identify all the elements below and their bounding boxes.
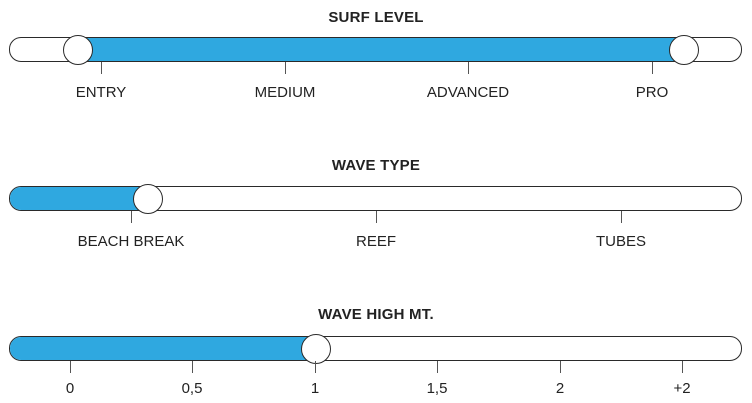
surf-level-tick [285, 62, 287, 74]
wave-high-tick [437, 361, 439, 373]
wave-type-fill [10, 187, 149, 210]
wave-high-tick [315, 361, 317, 373]
surf-level-tick [101, 62, 103, 74]
wave-high-label-0-5[interactable]: 0,5 [181, 380, 203, 397]
wave-high-label-0[interactable]: 0 [65, 380, 75, 397]
surf-level-label-medium[interactable]: MEDIUM [254, 84, 316, 101]
surf-level-max-handle[interactable] [669, 35, 699, 65]
wave-high-tick [560, 361, 562, 373]
surf-level-label-pro[interactable]: PRO [635, 84, 669, 101]
wave-type-label-reef[interactable]: REEF [355, 233, 396, 250]
wave-high-fill [10, 337, 317, 360]
wave-high-title: WAVE HIGH MT. [318, 306, 434, 323]
wave-high-tick [682, 361, 684, 373]
wave-high-handle[interactable] [301, 334, 331, 364]
surf-level-title: SURF LEVEL [328, 9, 424, 26]
surf-level-min-handle[interactable] [63, 35, 93, 65]
wave-high-tick [192, 361, 194, 373]
surf-level-label-entry[interactable]: ENTRY [75, 84, 127, 101]
wave-high-tick [70, 361, 72, 373]
wave-type-title: WAVE TYPE [331, 157, 421, 174]
wave-high-label-1[interactable]: 1 [310, 380, 320, 397]
wave-high-label-2[interactable]: 2 [555, 380, 565, 397]
wave-type-label-tubes[interactable]: TUBES [595, 233, 646, 250]
wave-type-tick [621, 211, 623, 223]
wave-type-tick [131, 211, 133, 223]
surf-level-track[interactable] [9, 37, 742, 62]
wave-high-track[interactable] [9, 336, 742, 361]
surf-level-tick [468, 62, 470, 74]
surf-level-label-advanced[interactable]: ADVANCED [426, 84, 510, 101]
wave-high-label-plus-2[interactable]: +2 [673, 380, 691, 397]
surf-level-fill [79, 38, 685, 61]
surf-level-tick [652, 62, 654, 74]
wave-type-handle[interactable] [133, 184, 163, 214]
wave-type-track[interactable] [9, 186, 742, 211]
wave-type-tick [376, 211, 378, 223]
wave-high-label-1-5[interactable]: 1,5 [426, 380, 448, 397]
wave-type-label-beach-break[interactable]: BEACH BREAK [77, 233, 185, 250]
